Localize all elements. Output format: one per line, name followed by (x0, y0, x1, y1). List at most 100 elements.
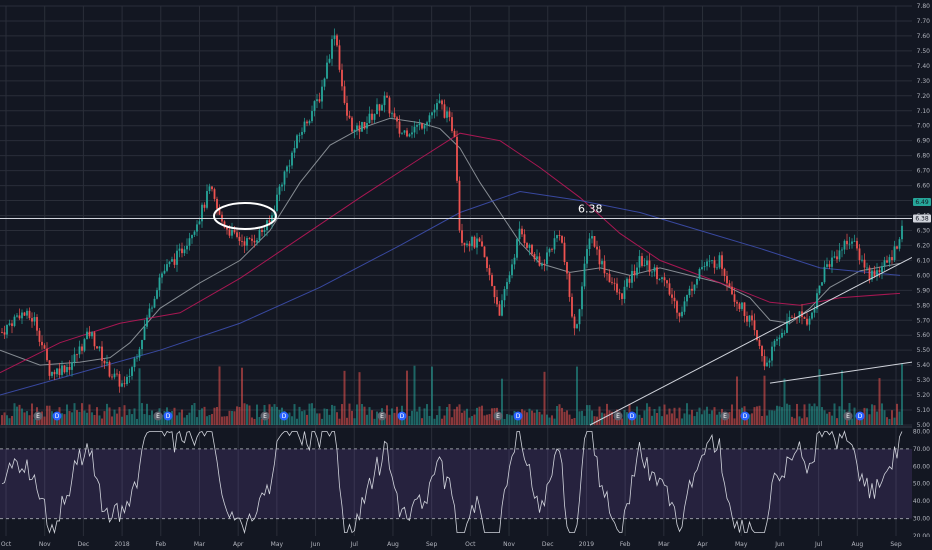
volume-bar (423, 408, 426, 425)
trend-lines[interactable] (589, 256, 913, 426)
candle-body (168, 261, 171, 265)
rsi-tick: 30.00 (913, 516, 930, 523)
candle-body (153, 298, 156, 308)
badge-label: E (263, 413, 267, 420)
volume-bar (598, 406, 601, 425)
volume-bar (853, 407, 856, 425)
earnings-badge[interactable]: E (843, 411, 853, 421)
earnings-badge[interactable]: E (153, 411, 163, 421)
volume-bar (723, 416, 726, 425)
volume-bar (341, 404, 343, 425)
price-tick: 5.70 (917, 317, 931, 324)
candle-body (343, 86, 346, 103)
candle-body (848, 243, 851, 245)
horizontal-levels[interactable]: 6.38 (0, 202, 912, 219)
earnings-badge[interactable]: E (377, 411, 387, 421)
volume-bar (251, 417, 253, 425)
volume-bar (233, 411, 236, 425)
dividend-badge[interactable]: D (163, 411, 173, 421)
volume-bar (901, 363, 903, 425)
volume-bar (678, 407, 681, 425)
price-tick: 5.40 (917, 362, 931, 369)
price-axis[interactable]: 7.80 7.70 7.60 7.50 7.40 7.30 7.20 7.10 7.00 6.90… (912, 0, 932, 550)
volume-bar (593, 416, 596, 425)
candle-body (651, 271, 653, 273)
volume-bar (238, 406, 241, 425)
volume-bar (431, 366, 433, 425)
candle-body (456, 136, 458, 181)
candle-body (121, 383, 123, 387)
volume-bar (331, 404, 333, 425)
rsi-axis[interactable]: 80.00 70.00 60.00 50.00 40.00 30.00 20.00 (913, 428, 930, 540)
volume-bar (788, 404, 791, 425)
candle-body (226, 227, 228, 230)
candle-body (433, 109, 436, 113)
candle-body (178, 248, 181, 251)
time-tick: Feb (620, 541, 631, 548)
volume-bar (428, 415, 431, 425)
volume-bar (51, 411, 53, 425)
volume-bar (173, 407, 176, 425)
highlight-ellipse[interactable] (213, 202, 277, 230)
candle-body (373, 114, 376, 120)
dividend-badge[interactable]: D (855, 411, 865, 421)
volume-bar (888, 418, 891, 425)
volume-bar (76, 410, 78, 425)
earnings-badge[interactable]: E (493, 411, 503, 421)
candle-body (541, 263, 543, 266)
rsi-tick: 70.00 (913, 446, 930, 453)
volume-bar (736, 376, 738, 425)
candle-body (861, 259, 863, 261)
volume-bar (548, 417, 551, 425)
candle-body (523, 234, 526, 244)
rsi-tick: 50.00 (913, 481, 930, 488)
time-axis[interactable]: Oct Nov Dec 2018 Feb Mar Apr May Jun Jul Aug Sep Oct… (0, 537, 932, 550)
dividend-badge[interactable]: D (513, 411, 523, 421)
volume-bar (538, 411, 541, 425)
dividend-badge[interactable]: D (397, 411, 407, 421)
dividend-badge[interactable]: D (52, 411, 62, 421)
candle-body (31, 318, 33, 322)
dividend-badge[interactable]: D (627, 411, 637, 421)
volume-bar (826, 413, 828, 425)
candle-body (621, 293, 623, 299)
candle-body (571, 296, 573, 317)
price-tag-label: 6.49 (915, 199, 929, 206)
candle-body (753, 320, 756, 331)
trend-line[interactable] (769, 361, 913, 384)
candle-body (251, 238, 253, 241)
candle-body (451, 117, 453, 131)
volume-bar (821, 407, 823, 425)
earnings-badge[interactable]: E (33, 411, 43, 421)
badge-circle (493, 411, 503, 421)
price-tag (913, 214, 931, 223)
candle-body (393, 113, 396, 118)
candle-body (536, 256, 538, 260)
trend-line[interactable] (589, 256, 913, 426)
earnings-badge[interactable]: E (613, 411, 623, 421)
dividend-badge[interactable]: D (279, 411, 289, 421)
volume-bar (621, 418, 623, 425)
volume-bar (691, 409, 693, 425)
candle-body (533, 253, 536, 260)
volume-bar (803, 404, 806, 425)
candle-body (403, 130, 406, 133)
volume-bar (61, 413, 63, 425)
candle-body (301, 131, 303, 135)
volume-bar (553, 418, 556, 425)
earnings-badge[interactable]: E (720, 411, 730, 421)
price-tag (913, 198, 931, 207)
volume-bar (641, 417, 643, 425)
volume-bar (471, 416, 473, 425)
volume-bar (851, 418, 853, 425)
dividend-badge[interactable]: D (740, 411, 750, 421)
candle-body (766, 362, 768, 367)
volume-bar (583, 415, 586, 425)
volume-bar (258, 417, 261, 425)
earnings-badge[interactable]: E (260, 411, 270, 421)
volume-bar (501, 378, 503, 425)
volume-bar (461, 412, 463, 425)
candle-body (391, 113, 393, 115)
